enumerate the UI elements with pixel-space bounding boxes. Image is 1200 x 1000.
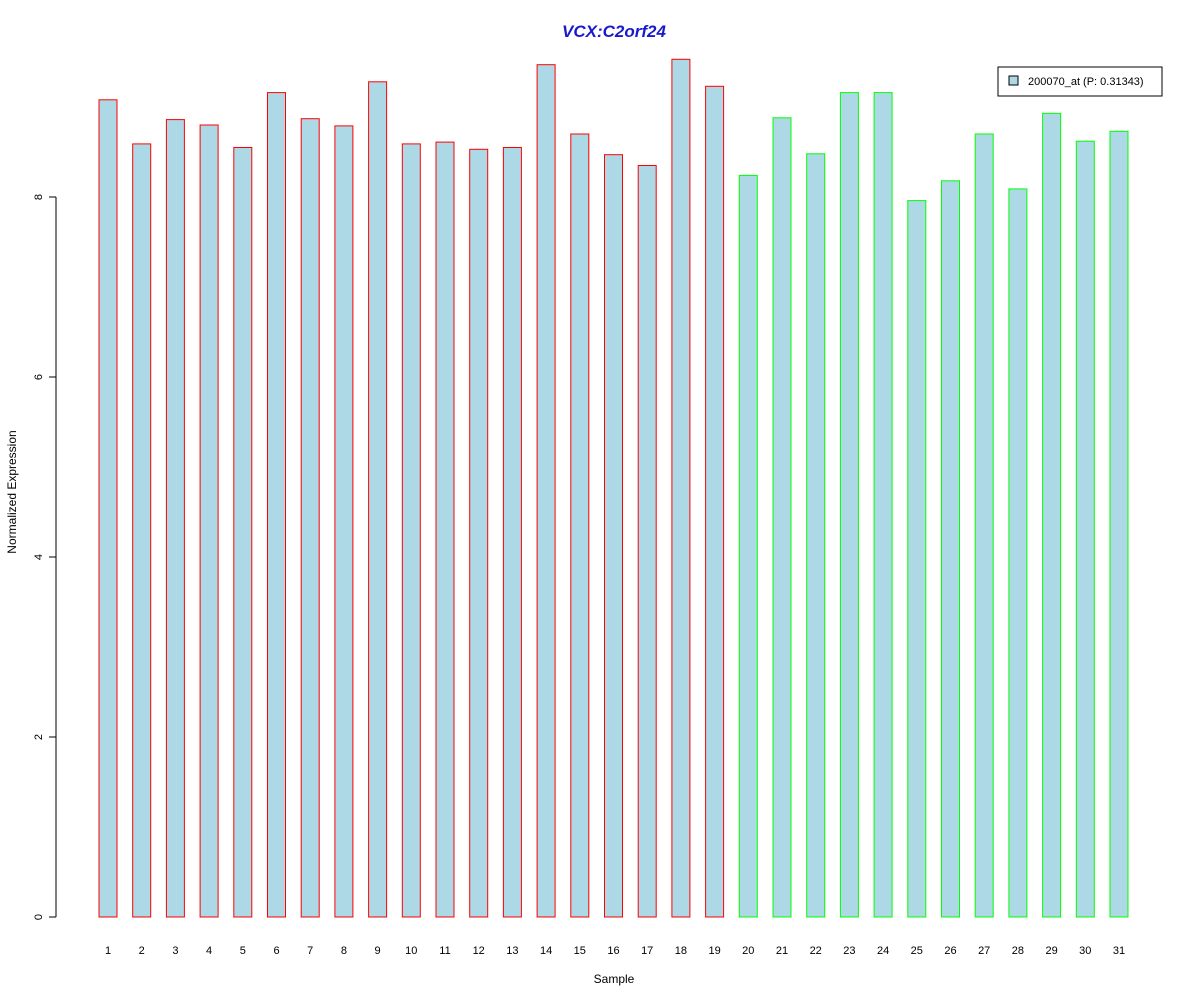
- bar-sample-16: [604, 154, 623, 918]
- bar-sample-12: [469, 148, 489, 918]
- legend-label: 200070_at (P: 0.31343): [1028, 76, 1144, 88]
- bar-sample-4: [199, 124, 219, 918]
- bar-sample-18: [671, 58, 691, 918]
- bar-sample-23: [839, 92, 859, 918]
- bar-sample-20: [738, 174, 758, 918]
- legend-swatch: [1008, 75, 1019, 86]
- y-axis: 0 2 4 6 8: [33, 194, 57, 920]
- x-tick-label: 25: [911, 945, 923, 957]
- bar-sample-24: [873, 92, 893, 918]
- x-tick-label: 27: [978, 945, 990, 957]
- bar-sample-5: [233, 147, 253, 918]
- bar-sample-11: [435, 141, 455, 918]
- x-tick-label: 24: [877, 945, 889, 957]
- y-tick-label: 0: [33, 914, 45, 920]
- x-axis-label: Sample: [594, 972, 635, 986]
- bar-sample-25: [907, 200, 927, 918]
- x-tick-label: 2: [139, 945, 145, 957]
- bar-sample-22: [806, 153, 826, 918]
- x-tick-label: 6: [273, 945, 279, 957]
- x-tick-labels: 1 2 3 4 5 6 7 8 9 10 11 12 13 14 15 16 17 18 19 20 21 22 23 24 2…: [105, 945, 1125, 957]
- x-tick-label: 8: [341, 945, 347, 957]
- bar-sample-19: [705, 85, 725, 918]
- x-tick-label: 21: [776, 945, 788, 957]
- y-tick-label: 6: [33, 374, 45, 380]
- x-tick-label: 30: [1079, 945, 1091, 957]
- x-tick-label: 19: [708, 945, 720, 957]
- bar-sample-9: [368, 81, 388, 918]
- y-axis-label: Normalized Expression: [5, 430, 19, 553]
- bars-group: [98, 58, 1129, 918]
- y-tick-label: 8: [33, 194, 45, 200]
- bar-sample-14: [536, 64, 556, 918]
- x-tick-label: 26: [944, 945, 956, 957]
- chart-title: VCX:C2orf24: [562, 22, 666, 41]
- x-tick-label: 17: [641, 945, 653, 957]
- x-tick-label: 12: [473, 945, 485, 957]
- bar-sample-28: [1008, 188, 1028, 918]
- x-tick-label: 4: [206, 945, 212, 957]
- legend: 200070_at (P: 0.31343): [997, 66, 1163, 97]
- x-tick-label: 3: [172, 945, 178, 957]
- x-tick-label: 28: [1012, 945, 1024, 957]
- bar-sample-1: [98, 99, 118, 918]
- bar-sample-26: [941, 180, 960, 918]
- x-tick-label: 23: [843, 945, 855, 957]
- x-tick-label: 22: [810, 945, 822, 957]
- bar-sample-8: [334, 125, 354, 918]
- bar-sample-17: [637, 165, 657, 918]
- x-tick-label: 20: [742, 945, 754, 957]
- x-tick-label: 16: [607, 945, 619, 957]
- x-tick-label: 9: [375, 945, 381, 957]
- x-tick-label: 13: [506, 945, 518, 957]
- y-tick-label: 4: [33, 554, 45, 560]
- x-tick-label: 1: [105, 945, 111, 957]
- x-tick-label: 15: [574, 945, 586, 957]
- x-tick-label: 31: [1113, 945, 1125, 957]
- bar-sample-6: [267, 92, 286, 918]
- x-tick-label: 29: [1045, 945, 1057, 957]
- y-tick-label: 2: [33, 734, 45, 740]
- bar-sample-3: [165, 119, 185, 918]
- bar-sample-30: [1075, 140, 1095, 918]
- x-tick-label: 10: [405, 945, 417, 957]
- legend-box: [997, 66, 1163, 97]
- bar-sample-27: [974, 133, 994, 918]
- x-tick-label: 7: [307, 945, 313, 957]
- x-tick-label: 18: [675, 945, 687, 957]
- bar-sample-2: [132, 143, 152, 918]
- x-tick-label: 11: [439, 945, 450, 957]
- x-tick-label: 5: [240, 945, 246, 957]
- x-tick-label: 14: [540, 945, 552, 957]
- bar-sample-31: [1109, 130, 1129, 918]
- bar-sample-10: [401, 143, 421, 918]
- bar-sample-15: [570, 133, 590, 918]
- bar-sample-7: [300, 118, 320, 918]
- bar-sample-29: [1042, 112, 1062, 918]
- bar-sample-21: [772, 117, 792, 918]
- bar-sample-13: [502, 147, 522, 918]
